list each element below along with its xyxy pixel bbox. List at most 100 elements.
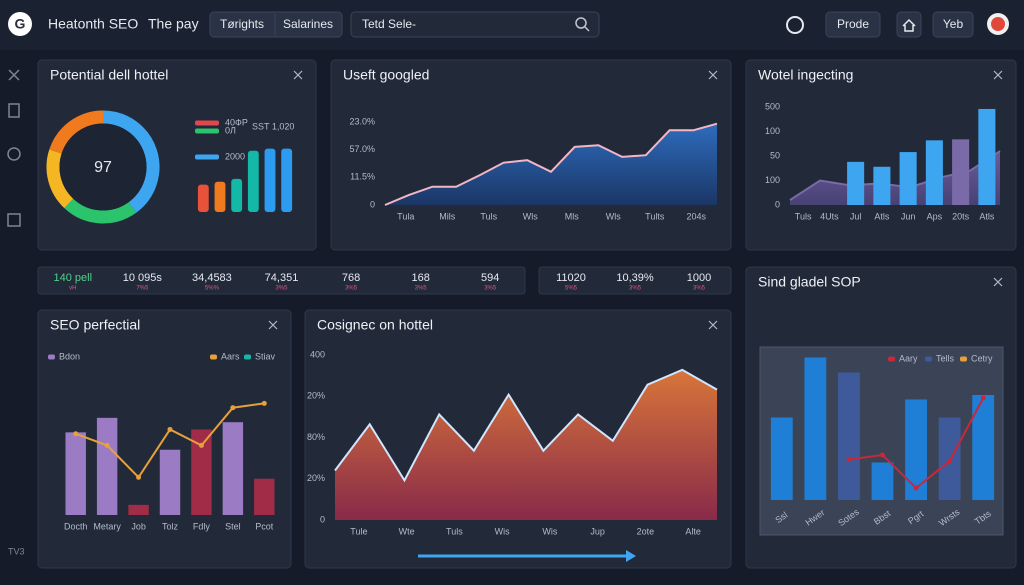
point bbox=[73, 431, 79, 437]
legend-swatch bbox=[195, 128, 219, 134]
close-icon[interactable] bbox=[268, 320, 278, 330]
bar bbox=[254, 478, 275, 515]
stat-value: 140 pell bbox=[54, 272, 93, 284]
bar bbox=[838, 372, 860, 500]
logo-badge bbox=[8, 12, 32, 36]
close-icon[interactable] bbox=[993, 70, 1003, 80]
side-icon[interactable] bbox=[8, 103, 20, 118]
chart-icon[interactable] bbox=[786, 16, 804, 34]
y-tick-label: 23.0% bbox=[349, 116, 375, 126]
sidebar-icons bbox=[7, 69, 21, 227]
bar bbox=[191, 429, 212, 515]
legend-swatch bbox=[48, 354, 55, 360]
stat-value: 11020 bbox=[556, 272, 586, 284]
stat-sub: 3%5 bbox=[415, 286, 428, 292]
close-icon[interactable] bbox=[708, 320, 718, 330]
bar bbox=[128, 504, 149, 515]
donut-hole bbox=[59, 123, 147, 211]
x-tick-label: Wte bbox=[399, 526, 415, 536]
point bbox=[913, 485, 919, 491]
stat-value: 10 095s bbox=[123, 272, 163, 284]
x-tick-label: Jul bbox=[850, 211, 862, 221]
legend-label: 40ФР bbox=[225, 117, 248, 127]
search-box[interactable] bbox=[350, 11, 600, 38]
close-icon[interactable] bbox=[993, 277, 1003, 287]
bar bbox=[770, 417, 793, 500]
point bbox=[980, 395, 986, 401]
button-label[interactable]: Yeb bbox=[943, 17, 964, 31]
bar bbox=[65, 432, 86, 515]
button-label[interactable]: Prode bbox=[837, 17, 869, 31]
legend-label: 0Л bbox=[225, 125, 236, 135]
stat-sub: 3%5 bbox=[484, 286, 497, 292]
x-tick-label: Jun bbox=[901, 211, 916, 221]
bar bbox=[197, 184, 209, 212]
point bbox=[167, 426, 173, 432]
x-tick-label: Stel bbox=[225, 521, 241, 531]
stat-sub: 3%5 bbox=[693, 286, 706, 292]
stat-sub: 7%5 bbox=[136, 286, 149, 292]
point bbox=[846, 457, 852, 462]
bar bbox=[847, 161, 865, 205]
stat-value: 34,4583 bbox=[192, 272, 232, 284]
bar bbox=[873, 166, 891, 205]
search-icon[interactable] bbox=[575, 17, 587, 29]
x-tick-label: Tolz bbox=[162, 521, 179, 531]
bar bbox=[972, 395, 995, 500]
home-button[interactable] bbox=[896, 11, 922, 38]
x-tick-label: Metary bbox=[93, 521, 121, 531]
x-tick-label: Pcot bbox=[255, 521, 274, 531]
side-icon[interactable] bbox=[7, 213, 21, 227]
area bbox=[385, 123, 717, 205]
legend-label: Cetry bbox=[971, 353, 993, 363]
x-tick-label: Wls bbox=[606, 211, 621, 221]
legend-swatch bbox=[888, 356, 895, 362]
x-tick-label: Job bbox=[131, 521, 146, 531]
side-icon[interactable] bbox=[8, 69, 20, 81]
x-tick-label: Wis bbox=[495, 526, 510, 536]
side-icon[interactable] bbox=[7, 147, 21, 161]
stat-value: 1000 bbox=[687, 272, 711, 284]
y-tick-label: 0 bbox=[775, 199, 780, 209]
x-tick-label: Tuls bbox=[446, 526, 463, 536]
y-tick-label: 50 bbox=[770, 150, 780, 160]
bar bbox=[214, 181, 226, 212]
y-tick-label: 100 bbox=[765, 126, 780, 136]
bar bbox=[222, 422, 244, 515]
x-tick-label: Jup bbox=[590, 526, 605, 536]
stat-strip bbox=[37, 266, 526, 295]
legend-label: Aary bbox=[899, 353, 918, 363]
bar bbox=[905, 399, 927, 500]
panel-title: Sind gladel SOP bbox=[758, 274, 861, 290]
point bbox=[198, 442, 204, 448]
close-icon[interactable] bbox=[293, 70, 303, 80]
tab[interactable]: Salarines bbox=[283, 17, 333, 31]
line bbox=[334, 368, 718, 483]
x-tick-label: 204s bbox=[686, 211, 706, 221]
button[interactable] bbox=[932, 11, 974, 38]
panel-title: Potential dell hottel bbox=[50, 67, 168, 83]
panel-title: SEO perfectial bbox=[50, 317, 140, 333]
bar bbox=[871, 462, 894, 500]
area bbox=[335, 369, 717, 520]
panel bbox=[745, 59, 1017, 251]
bar bbox=[264, 148, 276, 212]
point bbox=[136, 474, 142, 480]
close-icon[interactable] bbox=[708, 70, 718, 80]
search-text[interactable]: Tetd Sele- bbox=[362, 17, 416, 31]
stat-value: 168 bbox=[411, 272, 429, 284]
tab[interactable]: Tørights bbox=[220, 17, 264, 31]
point bbox=[261, 400, 267, 406]
donut-segment bbox=[46, 149, 74, 209]
bar bbox=[231, 178, 243, 212]
button[interactable] bbox=[825, 11, 881, 38]
x-tick-label: Tuls bbox=[795, 211, 812, 221]
tab-group[interactable] bbox=[209, 11, 343, 38]
donut-center: 97 bbox=[94, 159, 112, 176]
legend-swatch bbox=[244, 354, 251, 360]
logo: G bbox=[15, 16, 26, 32]
x-tick-label: 2ote bbox=[637, 526, 655, 536]
y-tick-label: 80% bbox=[307, 432, 325, 442]
x-tick-label: Tults bbox=[645, 211, 665, 221]
stat-strip bbox=[538, 266, 732, 295]
